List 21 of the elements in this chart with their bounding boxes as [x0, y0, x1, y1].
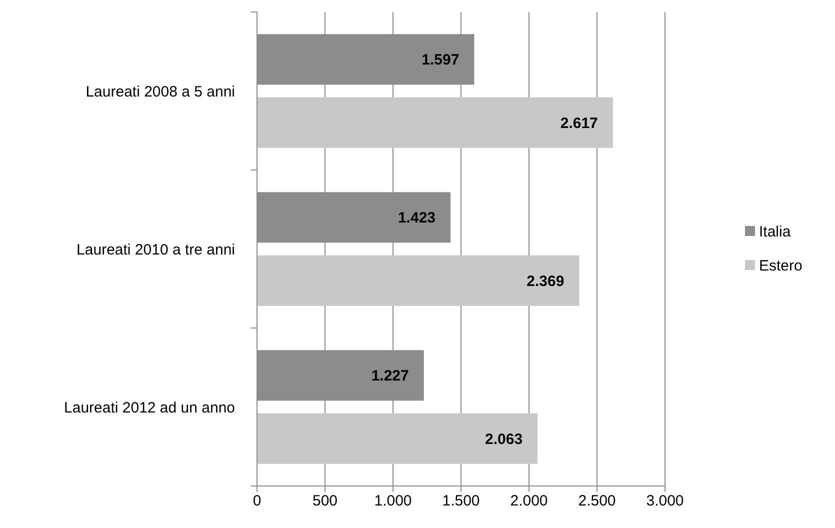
x-tick-label: 2.500 [578, 492, 616, 510]
data-label: 2.369 [526, 272, 564, 290]
bar [257, 97, 613, 148]
x-tick-label: 1.000 [374, 492, 412, 510]
x-tick-label: 3.000 [646, 492, 684, 510]
data-label: 1.227 [371, 368, 409, 385]
bar [257, 255, 580, 306]
data-label: 1.597 [422, 52, 460, 69]
y-tick-label: Laureati 2012 ad un anno [64, 399, 235, 416]
bar [257, 413, 538, 464]
x-tick-label: 0 [252, 492, 262, 510]
data-label: 1.423 [398, 210, 436, 227]
legend-label: Estero [759, 257, 802, 274]
legend-label: Italia [759, 223, 792, 240]
x-tick-label: 1.500 [442, 492, 480, 510]
data-label: 2.617 [560, 114, 598, 132]
x-tick-label: 2.000 [510, 492, 548, 510]
y-tick-label: Laureati 2010 a tre anni [76, 241, 235, 258]
y-tick-label: Laureati 2008 a 5 anni [86, 83, 235, 100]
x-tick-label: 500 [312, 492, 338, 510]
data-label: 2.063 [485, 430, 523, 448]
